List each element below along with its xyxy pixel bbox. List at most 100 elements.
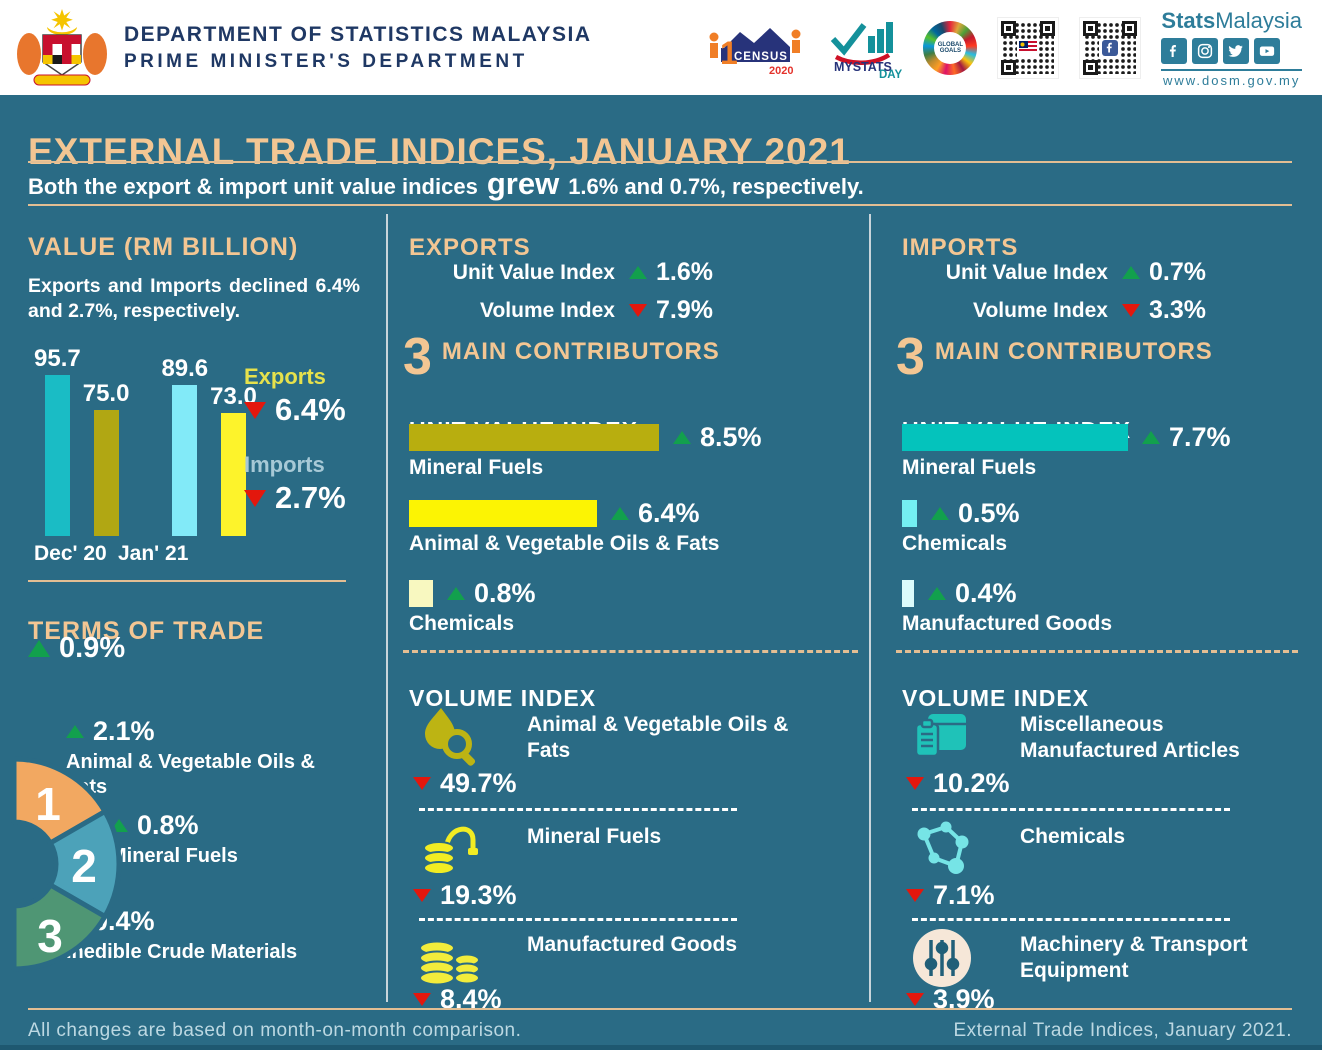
hbar-mineral-fuels bbox=[409, 424, 659, 451]
down-triangle-icon bbox=[906, 777, 924, 790]
dashed-divider bbox=[419, 808, 737, 811]
sdg-wheel-center: GLOBAL GOALS bbox=[934, 31, 967, 64]
imports-section: IMPORTS Unit Value Index 0.7% Volume Ind… bbox=[896, 212, 1298, 1014]
imports-index-rows: Unit Value Index 0.7% Volume Index 3.3% bbox=[896, 258, 1206, 325]
contributor-label: Inedible Crude Materials bbox=[66, 941, 298, 963]
volume-index-heading: VOLUME INDEX bbox=[409, 685, 597, 711]
value-section: VALUE (RM BILLION) Exports and Imports d… bbox=[28, 212, 376, 1004]
volume-item-change: 19.3% bbox=[413, 880, 517, 911]
department-line2: PRIME MINISTER'S DEPARTMENT bbox=[124, 50, 528, 72]
qr-center-facebook bbox=[1099, 38, 1122, 57]
unit-value-index-row: Unit Value Index 0.7% bbox=[945, 258, 1206, 286]
terms-of-trade-heading: TERMS OF TRADE bbox=[28, 616, 265, 645]
hbar-mineral-fuels bbox=[902, 424, 1128, 451]
qr-code-dosm-icon bbox=[997, 16, 1060, 79]
svg-text:DAY: DAY bbox=[879, 69, 903, 79]
youtube-icon[interactable] bbox=[1254, 37, 1281, 64]
donut-segment-3 bbox=[11, 882, 108, 972]
down-triangle-icon bbox=[629, 304, 647, 317]
exports-heading: EXPORTS bbox=[409, 233, 531, 261]
qr-code-facebook-icon bbox=[1079, 16, 1142, 79]
volume-item-label: Machinery & Transport Equipment bbox=[1020, 933, 1248, 983]
up-triangle-icon bbox=[447, 587, 465, 600]
hbar-row: 0.5% bbox=[902, 498, 1020, 529]
dashed-divider bbox=[419, 918, 737, 921]
divider-line bbox=[28, 204, 1292, 206]
bar-exports-jan: 89.6 bbox=[161, 355, 208, 536]
down-triangle-icon bbox=[244, 489, 266, 507]
department-line1: DEPARTMENT OF STATISTICS MALAYSIA bbox=[124, 22, 592, 46]
hbar-label: Mineral Fuels bbox=[902, 456, 1037, 479]
hbar-label: Chemicals bbox=[409, 612, 515, 635]
bottom-strip bbox=[0, 1045, 1322, 1050]
value-changes: Exports 6.4% Imports 2.7% bbox=[244, 364, 346, 516]
trade-value-bar-chart: 95.7 75.0 89.6 73.0 Dec' 20 Jan' bbox=[34, 340, 257, 566]
footer-divider bbox=[28, 1008, 1292, 1010]
down-triangle-icon bbox=[1122, 304, 1140, 317]
qr-center-crest bbox=[1017, 38, 1040, 57]
bar-group: 95.7 75.0 89.6 73.0 bbox=[34, 340, 257, 536]
svg-text:CENSUS: CENSUS bbox=[734, 51, 788, 63]
instagram-icon[interactable] bbox=[1192, 37, 1219, 64]
mystats-day-logo: MYSTATS DAY bbox=[831, 21, 903, 79]
imports-heading: IMPORTS bbox=[902, 233, 1019, 261]
dashed-divider bbox=[403, 650, 858, 653]
bar-exports-dec: 95.7 bbox=[34, 345, 81, 536]
exports-section: EXPORTS Unit Value Index 1.6% Volume Ind… bbox=[403, 212, 858, 1014]
volume-index-heading: VOLUME INDEX bbox=[902, 685, 1090, 711]
website-link[interactable]: www.dosm.gov.my bbox=[1161, 68, 1302, 88]
hbar-row: 7.7% bbox=[902, 422, 1231, 453]
facebook-icon[interactable] bbox=[1161, 37, 1188, 64]
headline-summary: Both the export & import unit value indi… bbox=[28, 166, 864, 201]
footer-source: External Trade Indices, January 2021. bbox=[953, 1020, 1292, 1041]
terms-of-trade-change: 0.9% bbox=[28, 632, 125, 665]
department-name: DEPARTMENT OF STATISTICS MALAYSIA PRIME … bbox=[124, 20, 592, 76]
volume-index-row: Volume Index 7.9% bbox=[480, 296, 713, 324]
social-icons bbox=[1161, 37, 1302, 64]
dashed-divider bbox=[912, 918, 1230, 921]
rank-number-2: 2 bbox=[71, 840, 97, 892]
column-divider bbox=[869, 214, 871, 1002]
category-label: Jan' 21 bbox=[118, 542, 189, 565]
up-triangle-icon bbox=[28, 640, 50, 657]
oils-fats-icon bbox=[425, 708, 476, 766]
down-triangle-icon bbox=[413, 993, 431, 1006]
sdg-wheel-logo: GLOBAL GOALS bbox=[923, 20, 978, 75]
volume-item-label: Animal & Vegetable Oils & Fats bbox=[527, 713, 789, 763]
machinery-icon bbox=[913, 929, 971, 987]
brand-name: StatsMalaysia bbox=[1161, 7, 1302, 33]
up-triangle-icon bbox=[66, 725, 84, 738]
x-axis-labels: Dec' 20 Jan' 21 bbox=[34, 542, 257, 566]
contributor-label: Mineral Fuels bbox=[110, 845, 238, 867]
down-triangle-icon bbox=[413, 777, 431, 790]
up-triangle-icon bbox=[629, 266, 647, 279]
divider-line bbox=[28, 161, 1292, 163]
hbar-label: Mineral Fuels bbox=[409, 456, 544, 479]
volume-index-row: Volume Index 3.3% bbox=[973, 296, 1206, 324]
volume-item-change: 49.7% bbox=[413, 768, 517, 799]
exports-index-rows: Unit Value Index 1.6% Volume Index 7.9% bbox=[403, 258, 713, 325]
twitter-icon[interactable] bbox=[1223, 37, 1250, 64]
down-triangle-icon bbox=[244, 401, 266, 419]
up-triangle-icon bbox=[1142, 431, 1160, 444]
contributor-change: 2.1% bbox=[66, 716, 346, 747]
down-triangle-icon bbox=[413, 889, 431, 902]
hbar-row: 8.5% bbox=[409, 422, 762, 453]
rank-number-3: 3 bbox=[37, 910, 63, 962]
bar-value-label: 95.7 bbox=[34, 345, 81, 372]
hbar-manufactured-goods bbox=[902, 580, 914, 607]
up-triangle-icon bbox=[1122, 266, 1140, 279]
up-triangle-icon bbox=[611, 507, 629, 520]
value-description: Exports and Imports declined 6.4% and 2.… bbox=[28, 274, 360, 322]
volume-item-label: Chemicals bbox=[1020, 825, 1126, 848]
terms-of-trade-contributors: 2.1% Animal & Vegetable Oils & Fats 0.8%… bbox=[28, 710, 376, 1000]
down-triangle-icon bbox=[906, 993, 924, 1006]
up-triangle-icon bbox=[931, 507, 949, 520]
hbar-label: Chemicals bbox=[902, 532, 1008, 555]
volume-item-change: 7.1% bbox=[906, 880, 995, 911]
volume-item-label: Miscellaneous Manufactured Articles bbox=[1020, 713, 1240, 763]
unit-value-index-row: Unit Value Index 1.6% bbox=[452, 258, 713, 286]
svg-text:MYSTATS: MYSTATS bbox=[834, 60, 892, 74]
hbar-label: Animal & Vegetable Oils & Fats bbox=[409, 532, 720, 555]
